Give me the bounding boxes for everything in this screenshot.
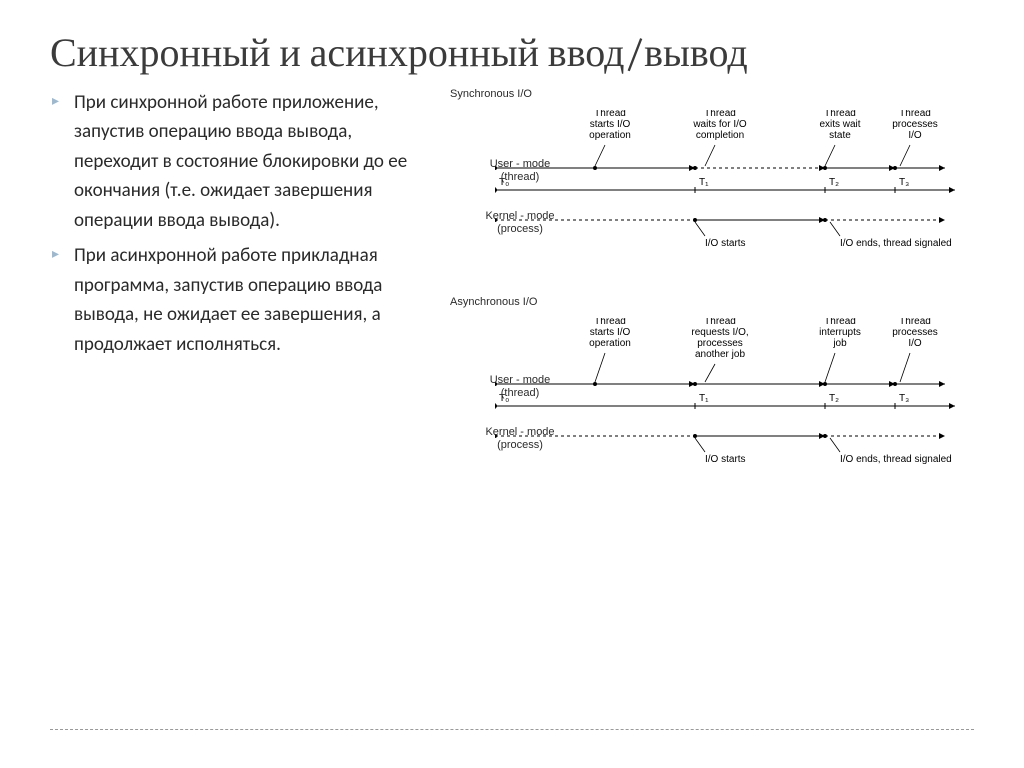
- svg-text:Threadstarts I/Ooperation: Threadstarts I/Ooperation: [589, 110, 631, 141]
- svg-text:I/O ends, thread signaled: I/O ends, thread signaled: [840, 454, 952, 465]
- bullets-column: При синхронной работе приложение, запуст…: [50, 88, 410, 512]
- svg-text:Threadinterruptsjob: Threadinterruptsjob: [819, 318, 861, 349]
- bullet-list: При синхронной работе приложение, запуст…: [50, 88, 410, 359]
- diagram-column: Synchronous I/O User - mode(thread)Kerne…: [420, 88, 975, 512]
- svg-text:ThreadprocessesI/O: ThreadprocessesI/O: [892, 318, 938, 349]
- svg-text:Threadrequests I/O,processesan: Threadrequests I/O,processesanother job: [691, 318, 748, 360]
- timeline-svg: Threadstarts I/Ooperation Threadwaits for…: [495, 110, 975, 256]
- bullet-item: При асинхронной работе прикладная програ…: [74, 241, 410, 359]
- diagram-title: Asynchronous I/O: [450, 296, 975, 308]
- svg-text:Threadwaits for I/Ocompletion: Threadwaits for I/Ocompletion: [692, 110, 747, 141]
- svg-text:I/O starts: I/O starts: [705, 454, 746, 465]
- svg-text:Threadexits waitstate: Threadexits waitstate: [819, 110, 860, 141]
- diagram-title: Synchronous I/O: [450, 88, 975, 100]
- async-diagram: Asynchronous I/O User - mode(thread)Kern…: [420, 296, 975, 472]
- svg-text:Threadstarts I/Ooperation: Threadstarts I/Ooperation: [589, 318, 631, 349]
- svg-text:ThreadprocessesI/O: ThreadprocessesI/O: [892, 110, 938, 141]
- slide: Синхронный и асинхронный ввод/вывод При …: [0, 0, 1024, 532]
- svg-text:T₂: T₂: [829, 177, 839, 188]
- footer-divider: [50, 729, 974, 730]
- bullet-item: При синхронной работе приложение, запуст…: [74, 88, 410, 235]
- svg-text:T₃: T₃: [899, 393, 909, 404]
- sync-diagram: Synchronous I/O User - mode(thread)Kerne…: [420, 88, 975, 256]
- svg-text:T₁: T₁: [699, 393, 709, 404]
- svg-text:I/O starts: I/O starts: [705, 238, 746, 249]
- svg-text:T₁: T₁: [699, 177, 709, 188]
- content-row: При синхронной работе приложение, запуст…: [50, 88, 974, 512]
- svg-text:T₂: T₂: [829, 393, 839, 404]
- slide-title: Синхронный и асинхронный ввод/вывод: [50, 30, 974, 76]
- svg-text:I/O ends, thread signaled: I/O ends, thread signaled: [840, 238, 952, 249]
- svg-text:T₃: T₃: [899, 177, 909, 188]
- timeline-svg: Threadstarts I/Ooperation Threadrequests …: [495, 318, 975, 472]
